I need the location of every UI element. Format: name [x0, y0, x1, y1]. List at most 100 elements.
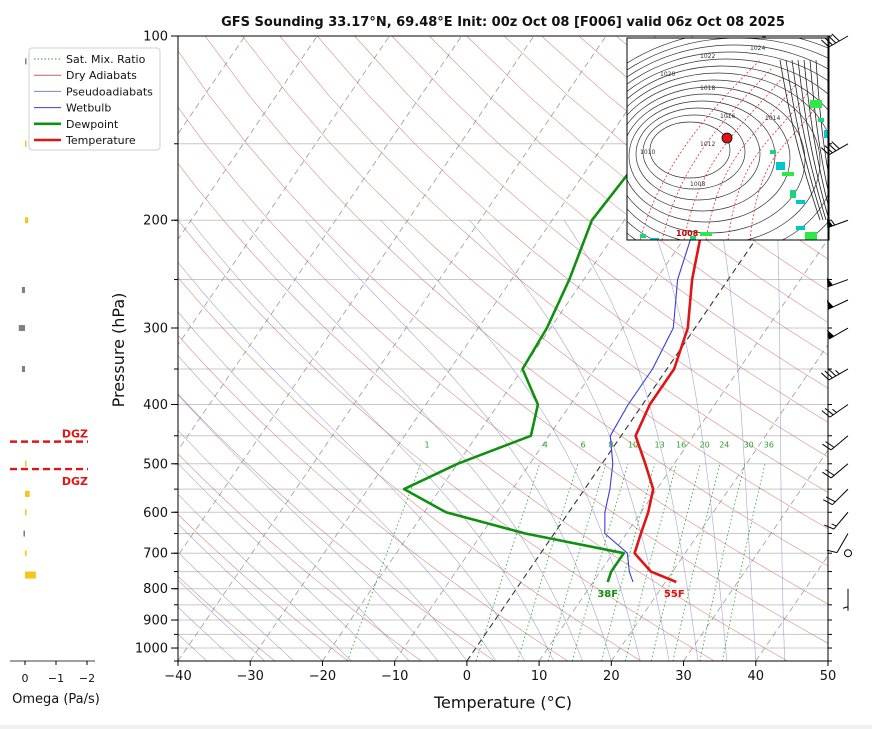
dgz-label: DGZ	[62, 475, 88, 488]
wind-barb	[827, 534, 848, 553]
barb-staff	[834, 512, 848, 529]
wind-barb	[827, 218, 848, 227]
barb-staff	[831, 436, 848, 450]
dgz-label: DGZ	[62, 428, 88, 441]
pseudoadiabat	[0, 220, 207, 661]
x-tick-label: 10	[531, 669, 548, 684]
omega-bar	[25, 141, 27, 147]
barb-half	[832, 409, 836, 412]
isobar-value-label: 1022	[700, 53, 715, 60]
omega-bar	[25, 509, 27, 515]
barb-pennant	[827, 300, 834, 309]
omega-axis-label: Omega (Pa/s)	[12, 692, 100, 707]
wind-barb	[827, 300, 848, 309]
isotherm-line	[828, 36, 872, 661]
precip-patch	[796, 200, 805, 204]
x-tick-label: −20	[309, 669, 336, 684]
omega-bar	[22, 366, 25, 372]
y-tick-label: 300	[143, 322, 168, 337]
wind-barb	[822, 464, 848, 478]
x-tick-label: 0	[463, 669, 471, 684]
isobar-value-label: 1016	[720, 113, 735, 120]
omega-bar	[23, 531, 25, 537]
x-tick-label: 30	[675, 669, 692, 684]
legend-label: Dry Adiabats	[66, 69, 137, 82]
omega-bar	[25, 491, 30, 497]
omega-bar	[22, 287, 25, 293]
mixing-ratio-label: 16	[676, 440, 686, 449]
mixing-ratio-label: 30	[744, 440, 754, 449]
precip-patch	[700, 232, 712, 236]
wind-barb	[827, 278, 848, 287]
legend-label: Pseudoadiabats	[66, 85, 153, 98]
barb-half	[832, 221, 835, 225]
precip-patch	[650, 238, 659, 246]
y-tick-label: 900	[143, 614, 168, 629]
barb-half	[843, 607, 848, 609]
mixing-ratio-line	[572, 464, 628, 661]
isobar-value-label: 1010	[640, 149, 655, 156]
x-tick-label: 50	[820, 669, 837, 684]
y-tick-label: 1000	[135, 642, 168, 657]
omega-bar	[19, 325, 25, 331]
wind-barb	[821, 369, 848, 380]
precip-patch	[818, 118, 824, 122]
x-tick-label: 20	[603, 669, 620, 684]
legend-label: Wetbulb	[66, 102, 111, 115]
omega-bar	[25, 58, 27, 64]
mixing-ratio-label: 20	[700, 440, 710, 449]
wind-barb	[843, 589, 848, 611]
x-tick-label: 40	[748, 669, 765, 684]
barb-staff	[829, 369, 848, 380]
barb-staff	[829, 36, 848, 47]
y-tick-label: 100	[143, 30, 168, 45]
y-tick-label: 500	[143, 457, 168, 472]
surface-dewpoint-label: 38F	[597, 589, 618, 600]
omega-bar	[25, 217, 28, 223]
pseudoadiabat	[44, 220, 438, 661]
precip-patch	[790, 190, 796, 198]
y-tick-label: 600	[143, 506, 168, 521]
pseudoadiabat	[470, 220, 670, 661]
y-tick-label: 800	[143, 582, 168, 597]
y-tick-label: 200	[143, 214, 168, 229]
mixing-ratio-line	[518, 464, 578, 661]
wind-barb	[822, 404, 848, 417]
barb-staff	[831, 464, 848, 478]
x-tick-label: −10	[381, 669, 408, 684]
barb-staff	[830, 404, 848, 417]
precip-patch	[810, 100, 822, 108]
precip-patch	[770, 150, 776, 154]
mixing-ratio-line	[722, 464, 765, 661]
omega-bar	[25, 461, 27, 467]
barb-half	[832, 524, 837, 526]
omega-bar	[25, 550, 27, 556]
legend-label: Dewpoint	[66, 118, 119, 131]
calm-circle	[845, 550, 852, 557]
mixing-ratio-label: 13	[655, 440, 665, 449]
pseudoadiabat	[0, 220, 265, 661]
wind-barb	[845, 550, 852, 557]
mixing-ratio-line	[548, 464, 606, 661]
mixing-ratio-line	[476, 464, 540, 661]
omega-bar	[25, 572, 36, 579]
omega-tick-label: 0	[22, 672, 29, 685]
mixing-ratio-label: 6	[581, 440, 586, 449]
precip-patch	[805, 232, 817, 240]
legend-label: Sat. Mix. Ratio	[66, 53, 146, 66]
mixing-ratio-line	[673, 464, 720, 661]
precip-patch	[640, 234, 646, 238]
precip-patch	[796, 226, 805, 230]
isobar-value-label: 1008	[690, 181, 705, 188]
y-tick-label: 400	[143, 398, 168, 413]
mixing-ratio-line	[625, 464, 676, 661]
mixing-ratio-line	[700, 464, 745, 661]
isotherm-line	[106, 36, 534, 661]
x-axis-label: Temperature (°C)	[433, 693, 572, 712]
legend: Sat. Mix. Ratio Dry Adiabats Pseudoadiabat…	[29, 48, 160, 150]
barb-staff	[832, 489, 848, 505]
barb-full	[826, 497, 835, 502]
